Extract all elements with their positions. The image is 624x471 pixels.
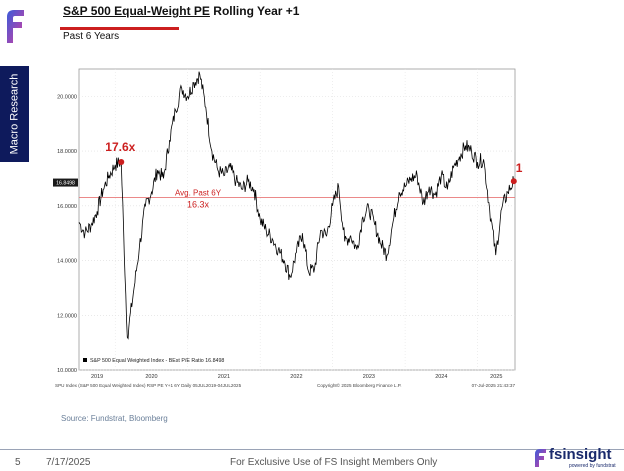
chart: 10.0000 12.0000 14.0000 16.0000 18.0000 20.00… bbox=[42, 63, 546, 403]
x-tick-label: 2022 bbox=[290, 374, 302, 380]
chart-footer-right: 07-Jul-2025 21:43:37 bbox=[472, 383, 516, 388]
y-tick-label: 14.0000 bbox=[57, 259, 77, 265]
annotation-marker bbox=[510, 178, 517, 185]
fs-logo-icon bbox=[7, 10, 24, 43]
annotation-marker bbox=[118, 159, 125, 166]
y-tick-label: 12.0000 bbox=[57, 313, 77, 319]
footer-note: For Exclusive Use of FS Insight Members … bbox=[230, 457, 438, 468]
footer-date: 7/17/2025 bbox=[46, 457, 91, 468]
average-label: Avg. Past 6Y bbox=[175, 189, 222, 198]
footer-divider bbox=[0, 449, 624, 450]
brand-logo: fsinsight powered by fundstrat bbox=[533, 446, 621, 470]
average-value-label: 16.3x bbox=[187, 200, 210, 210]
legend-swatch bbox=[83, 358, 87, 362]
brand-name: fsinsight bbox=[549, 446, 612, 463]
x-tick-label: 2023 bbox=[363, 374, 375, 380]
sidebar: Macro Research bbox=[0, 0, 29, 471]
y-tick-label: 20.0000 bbox=[57, 94, 77, 100]
brand-tagline: powered by fundstrat bbox=[569, 463, 616, 469]
page-subtitle: Past 6 Years bbox=[63, 31, 120, 42]
y-tick-label: 10.0000 bbox=[57, 368, 77, 374]
y-tick-label: 16.0000 bbox=[57, 204, 77, 210]
chart-footer-left: SPU Index (S&P 500 Equal Weighted Index)… bbox=[55, 383, 242, 388]
plot-area bbox=[78, 68, 516, 371]
source-note: Source: Fundstrat, Bloomberg bbox=[61, 414, 168, 423]
title-accent-bar bbox=[60, 27, 179, 30]
x-tick-label: 2021 bbox=[218, 374, 230, 380]
annotation-label: 16.9x bbox=[516, 161, 523, 175]
x-tick-label: 2025 bbox=[490, 374, 502, 380]
x-tick-label: 2019 bbox=[91, 374, 103, 380]
page-number: 5 bbox=[15, 457, 21, 468]
legend-label: S&P 500 Equal Weighted Index - BEst P/E … bbox=[90, 358, 224, 364]
last-value-tag bbox=[53, 178, 78, 187]
brand-icon bbox=[535, 449, 546, 467]
y-tick-label: 18.0000 bbox=[57, 149, 77, 155]
sidebar-label: Macro Research bbox=[8, 73, 21, 155]
annotation-label: 17.6x bbox=[105, 140, 135, 154]
series-line bbox=[78, 71, 515, 340]
last-value-label: 16.8498 bbox=[56, 181, 75, 187]
page-title: S&P 500 Equal-Weight PE Rolling Year +1 bbox=[63, 4, 300, 18]
x-tick-label: 2024 bbox=[435, 374, 447, 380]
chart-footer-center: Copyright© 2025 Bloomberg Finance L.P. bbox=[317, 382, 402, 388]
sidebar-band bbox=[0, 66, 29, 162]
x-tick-label: 2020 bbox=[145, 374, 157, 380]
chart-svg: 10.0000 12.0000 14.0000 16.0000 18.0000 20.00… bbox=[42, 68, 546, 388]
